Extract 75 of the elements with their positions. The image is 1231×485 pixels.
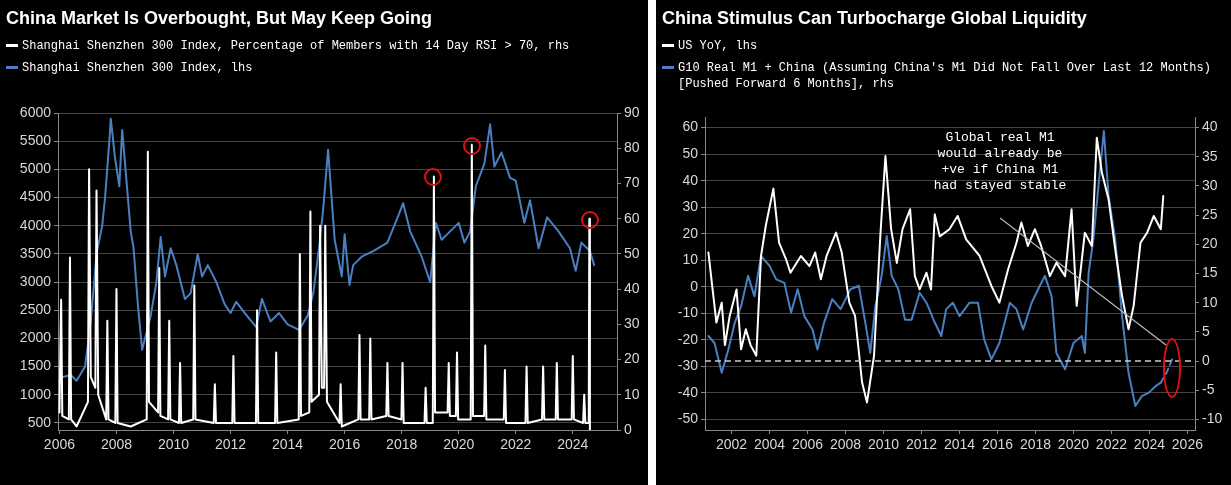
y2-tick-label: -10 [1202,410,1223,427]
y-tick-label: -10 [677,304,699,321]
x-tick-label: 2020 [443,436,475,453]
y-tick-label: 0 [690,277,699,294]
x-tick-label: 2014 [943,436,976,453]
y2-tick-label: 35 [1202,147,1218,164]
legend-label: G10 Real M1 + China (Assuming China's M1 Did Not Fall Over Last 12 Months) [Pushed Forward 6 Months], rhs [678,60,1212,92]
y2-tick-label: 80 [624,139,640,156]
legend-label: Shanghai Shenzhen 300 Index, lhs [22,60,253,76]
x-tick-label: 2024 [1133,436,1166,453]
y-tick-label: -20 [677,330,699,347]
y2-tick-label: 70 [624,174,640,191]
x-tick-label: 2020 [1057,436,1090,453]
x-tick-label: 2002 [716,436,748,453]
x-tick-label: 2026 [1171,436,1204,453]
x-tick-label: 2012 [905,436,938,453]
y-tick-label: 3000 [19,272,52,289]
y2-tick-label: -5 [1202,381,1215,398]
y2-tick-label: 15 [1202,264,1218,281]
y-tick-label: 500 [27,413,52,430]
y-tick-label: 50 [682,144,699,161]
y-tick-label: 1500 [19,357,52,374]
y-tick-label: 10 [682,251,699,268]
x-tick-label: 2018 [386,436,418,453]
y-tick-label: -50 [677,410,699,427]
y2-tick-label: 0 [624,420,632,437]
annotation: Global real M1 would already be +ve if China M1 had stayed stable [932,130,1068,194]
x-tick-label: 2006 [791,436,824,453]
x-tick-label: 2018 [1019,436,1052,453]
y2-tick-label: 30 [624,315,640,332]
y-tick-label: 40 [682,171,699,188]
x-tick-label: 2024 [557,436,589,453]
x-tick-label: 2004 [754,436,786,453]
y-tick-label: 2500 [19,301,52,318]
legend-label: Shanghai Shenzhen 300 Index, Percentage of Members with 14 Day RSI > 70, rhs [22,38,570,54]
y2-tick-label: 40 [624,279,640,296]
y-tick-label: 1000 [19,385,52,402]
y-tick-label: 3500 [19,244,52,261]
y2-tick-label: 5 [1202,322,1210,339]
y-tick-label: 2000 [19,329,52,346]
y2-tick-label: 25 [1202,205,1218,222]
x-tick-label: 2012 [214,436,247,453]
y-tick-label: 4000 [19,216,52,233]
x-tick-label: 2006 [43,436,76,453]
chart-title: China Market Is Overbought, But May Keep Going [6,8,433,29]
y-tick-label: 6000 [19,103,52,120]
y2-tick-label: 10 [1202,293,1218,310]
y-tick-label: 5500 [19,132,52,149]
x-tick-label: 2022 [500,436,532,453]
y-tick-label: 4500 [19,188,52,205]
y2-tick-label: 90 [624,103,640,120]
x-tick-label: 2008 [829,436,862,453]
y2-tick-label: 40 [1202,118,1218,135]
y-tick-label: 30 [682,198,699,215]
y2-tick-label: 60 [624,209,640,226]
y-tick-label: -30 [677,357,699,374]
x-tick-label: 2014 [272,436,304,453]
y2-tick-label: 50 [624,244,640,261]
y-tick-label: 5000 [19,160,52,177]
y2-tick-label: 10 [624,385,640,402]
legend-label: US YoY, lhs [678,38,758,54]
y2-tick-label: 20 [1202,235,1218,252]
y-tick-label: -40 [677,383,699,400]
y2-tick-label: 0 [1202,351,1210,368]
chart-title: China Stimulus Can Turbocharge Global Liquidity [662,8,1087,29]
x-tick-label: 2022 [1095,436,1128,453]
x-tick-label: 2010 [157,436,190,453]
y-tick-label: 20 [682,224,699,241]
x-tick-label: 2016 [981,436,1014,453]
x-tick-label: 2010 [867,436,900,453]
y-tick-label: 60 [682,118,699,135]
x-tick-label: 2008 [100,436,133,453]
y2-tick-label: 30 [1202,176,1218,193]
x-tick-label: 2016 [329,436,361,453]
y2-tick-label: 20 [624,350,640,367]
